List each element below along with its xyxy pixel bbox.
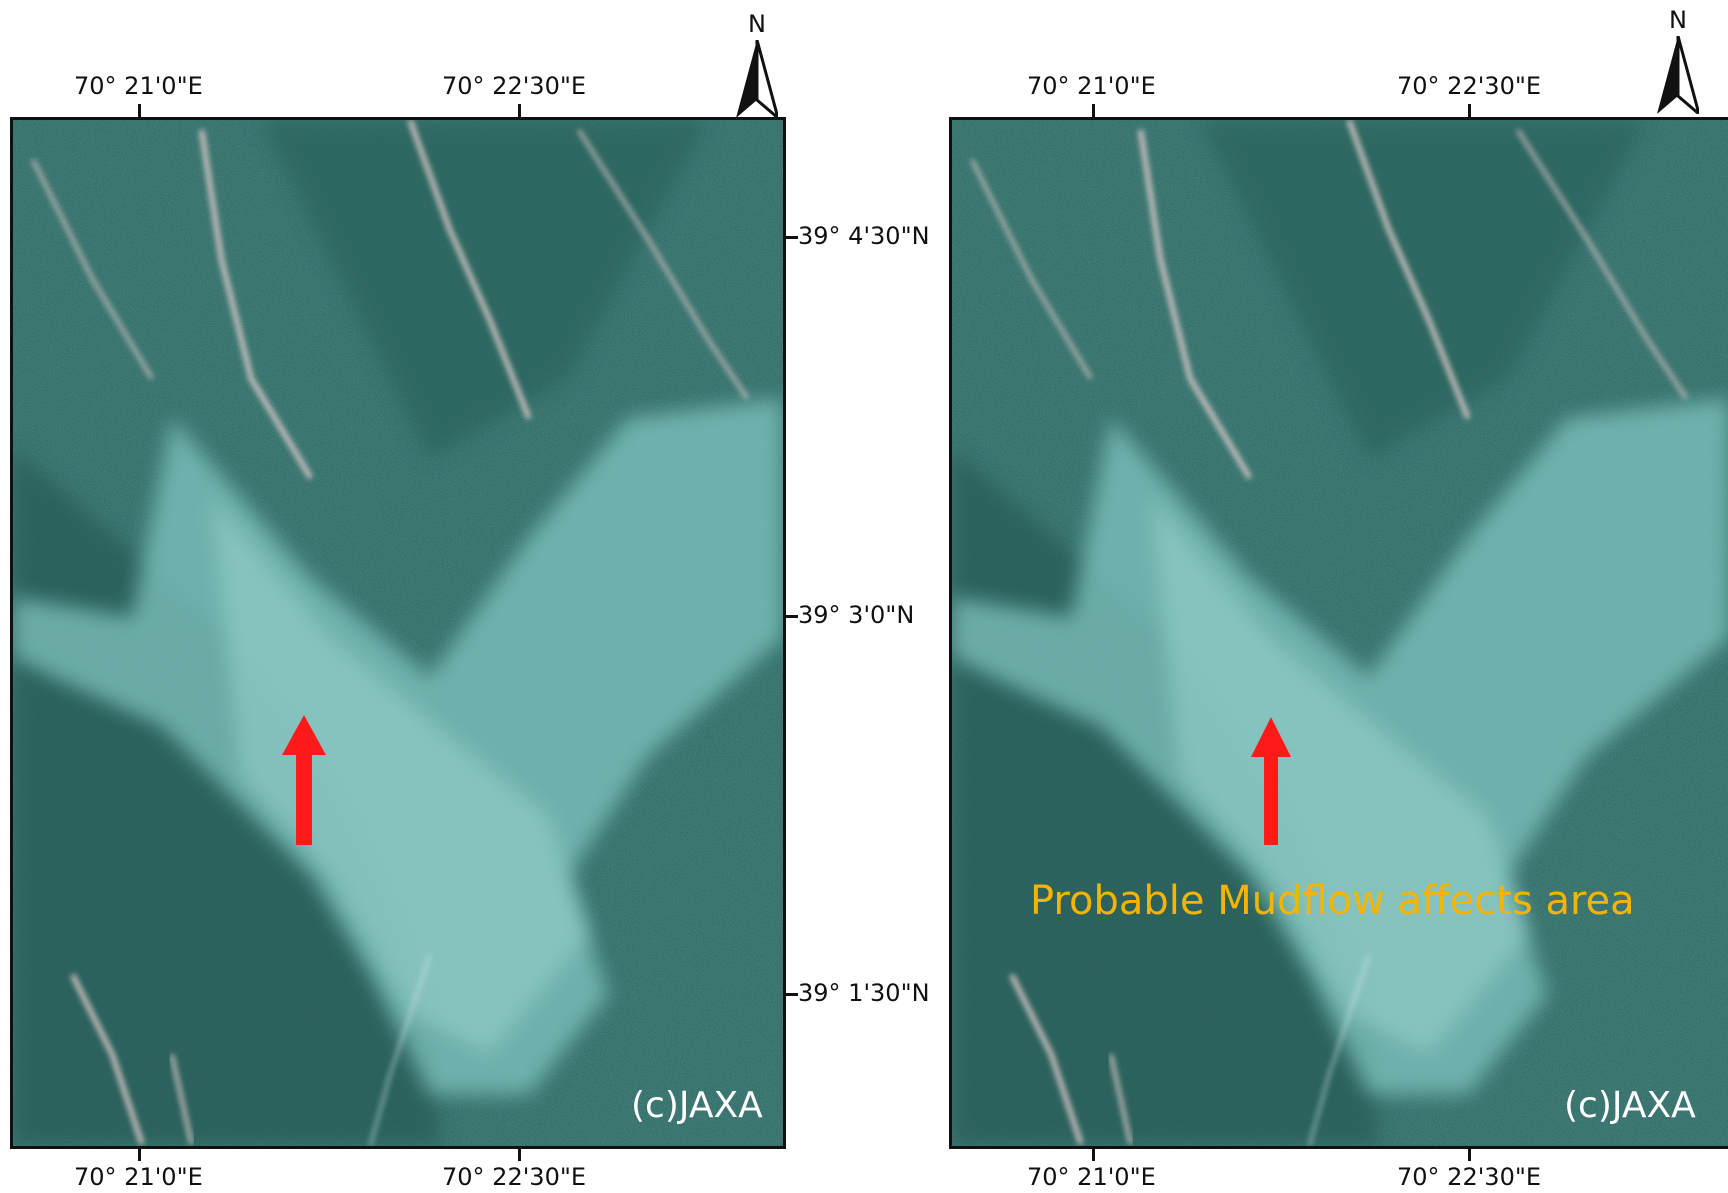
credit-label-left: (c)JAXA	[631, 1085, 763, 1126]
bottom-lon-label-2: 70° 22'30"E	[442, 1163, 587, 1191]
north-letter: N	[1669, 6, 1687, 34]
bottom-lon-label-1: 70° 21'0"E	[1027, 1163, 1156, 1191]
bottom-lon-label-2: 70° 22'30"E	[1397, 1163, 1542, 1191]
lat-label-3: 39° 1'30"N	[798, 979, 930, 1007]
bottom-lon-tick-2	[1468, 1147, 1471, 1161]
sar-image-right: (c)JAXA	[949, 117, 1728, 1149]
top-lon-label-2: 70° 22'30"E	[442, 72, 587, 100]
bottom-lon-tick-2	[518, 1147, 521, 1161]
top-lon-tick-2	[518, 104, 521, 120]
red-arrow-left	[282, 715, 326, 845]
north-arrow-right: N	[1653, 6, 1703, 116]
bottom-lon-tick-1	[1092, 1147, 1095, 1161]
lat-tick-1	[784, 236, 798, 239]
bottom-lon-tick-1	[138, 1147, 141, 1161]
north-letter: N	[748, 10, 766, 38]
red-arrow-right	[1251, 717, 1291, 845]
lat-label-2: 39° 3'0"N	[798, 601, 915, 629]
north-arrow-left: N	[732, 10, 782, 120]
mudflow-annotation: Probable Mudflow affects area	[1030, 878, 1635, 924]
credit-label-right: (c)JAXA	[1564, 1085, 1696, 1126]
lat-label-1: 39° 4'30"N	[798, 222, 930, 250]
lat-tick-2	[784, 615, 798, 618]
map-panel-left: (c)JAXA 70° 21'0"E 70° 22'30"E 70° 21'0"…	[0, 0, 930, 1193]
top-lon-tick-1	[1092, 104, 1095, 120]
lat-tick-3	[784, 993, 798, 996]
north-arrow-icon	[736, 40, 778, 118]
top-lon-tick-1	[138, 104, 141, 120]
top-lon-label-1: 70° 21'0"E	[1027, 72, 1156, 100]
top-lon-label-2: 70° 22'30"E	[1397, 72, 1542, 100]
top-lon-tick-2	[1468, 104, 1471, 120]
bottom-lon-label-1: 70° 21'0"E	[74, 1163, 203, 1191]
sar-terrain-right	[952, 120, 1728, 1146]
map-panel-right: (c)JAXA Probable Mudflow affects area 70…	[945, 0, 1728, 1193]
north-arrow-icon	[1657, 36, 1699, 114]
sar-terrain-left	[13, 120, 783, 1146]
top-lon-label-1: 70° 21'0"E	[74, 72, 203, 100]
sar-image-left: (c)JAXA	[10, 117, 786, 1149]
